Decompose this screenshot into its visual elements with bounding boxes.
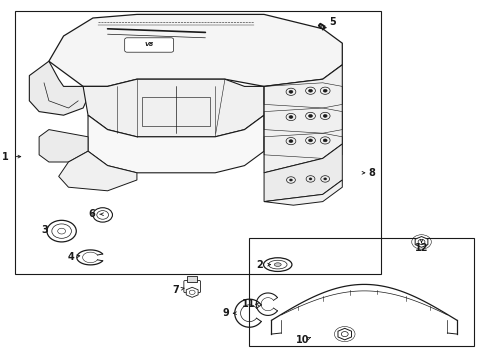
Bar (249, 238, 473, 346)
Circle shape (289, 179, 292, 181)
Text: 3: 3 (41, 225, 48, 235)
Circle shape (308, 114, 312, 117)
Polygon shape (414, 237, 427, 247)
Text: 12: 12 (414, 243, 427, 253)
Text: V8: V8 (144, 42, 153, 48)
Text: 5: 5 (328, 17, 335, 27)
Text: 7: 7 (172, 285, 179, 295)
Circle shape (288, 140, 292, 143)
Text: 10: 10 (296, 335, 309, 345)
Text: 11: 11 (241, 299, 255, 309)
Polygon shape (187, 276, 197, 282)
Circle shape (308, 178, 311, 180)
Ellipse shape (274, 263, 281, 266)
Circle shape (58, 228, 65, 234)
Text: 4: 4 (67, 252, 74, 262)
Circle shape (323, 89, 326, 92)
FancyBboxPatch shape (183, 280, 200, 293)
Circle shape (308, 139, 312, 142)
Circle shape (323, 114, 326, 117)
Circle shape (323, 178, 326, 180)
Text: 9: 9 (222, 308, 229, 318)
Polygon shape (29, 61, 88, 115)
Text: 8: 8 (367, 168, 374, 178)
FancyBboxPatch shape (124, 38, 173, 52)
Polygon shape (88, 115, 264, 173)
Polygon shape (264, 65, 342, 173)
Polygon shape (186, 287, 198, 297)
Text: 6: 6 (88, 209, 95, 219)
Circle shape (288, 116, 292, 118)
Circle shape (288, 90, 292, 93)
Text: 2: 2 (255, 260, 262, 270)
Text: 1: 1 (1, 152, 8, 162)
Polygon shape (264, 144, 342, 202)
Circle shape (308, 89, 312, 92)
Polygon shape (49, 14, 342, 86)
Polygon shape (264, 180, 342, 205)
Polygon shape (83, 79, 264, 137)
Polygon shape (39, 130, 88, 162)
Polygon shape (59, 151, 137, 191)
Bar (15, 11, 381, 274)
Polygon shape (337, 328, 351, 340)
Circle shape (323, 139, 326, 142)
